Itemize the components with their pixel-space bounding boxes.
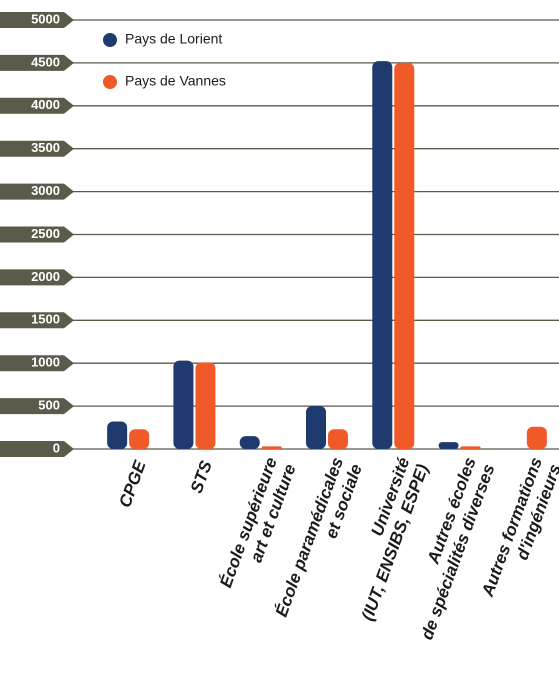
y-tick-label: 1500 xyxy=(31,312,60,327)
tick-box xyxy=(0,312,74,329)
x-tick-label: STS xyxy=(187,458,216,496)
y-tick-label: 1000 xyxy=(31,355,60,370)
tick-box xyxy=(0,441,74,457)
legend-swatch xyxy=(103,33,117,47)
bar xyxy=(261,446,282,449)
bar xyxy=(129,429,150,449)
y-tick-label: 5000 xyxy=(31,11,60,26)
bar xyxy=(394,62,415,450)
bar xyxy=(460,446,481,449)
bar xyxy=(107,421,128,449)
tick-box xyxy=(0,398,74,415)
y-tick-label: 2000 xyxy=(31,269,60,284)
y-tick-label: 4000 xyxy=(31,97,60,112)
tick-box xyxy=(0,226,74,243)
tick-box xyxy=(0,54,74,71)
tick-box xyxy=(0,355,74,372)
y-tick-label: 2500 xyxy=(31,226,60,241)
bar xyxy=(306,406,326,449)
tick-box xyxy=(0,12,74,28)
x-tick-line: CPGE xyxy=(116,458,151,510)
legend-swatch xyxy=(103,75,117,89)
y-tick-label: 3000 xyxy=(31,183,60,198)
y-tick-label: 500 xyxy=(38,398,60,413)
bar xyxy=(438,442,459,449)
y-tick-label: 4500 xyxy=(31,54,60,69)
tick-box xyxy=(0,97,74,114)
tick-box xyxy=(0,183,74,200)
bar xyxy=(372,61,393,450)
bar xyxy=(239,436,260,449)
bar xyxy=(173,360,194,449)
x-tick-label: CPGE xyxy=(116,458,151,510)
y-tick-label: 3500 xyxy=(31,140,60,155)
bar xyxy=(328,429,348,449)
tick-box xyxy=(0,269,74,286)
bar xyxy=(526,426,547,449)
legend-label: Pays de Vannes xyxy=(125,73,226,89)
y-tick-label: 0 xyxy=(53,440,60,455)
tick-box xyxy=(0,140,74,157)
x-tick-line: STS xyxy=(187,458,216,496)
bar xyxy=(195,362,216,449)
legend-label: Pays de Lorient xyxy=(125,31,222,47)
